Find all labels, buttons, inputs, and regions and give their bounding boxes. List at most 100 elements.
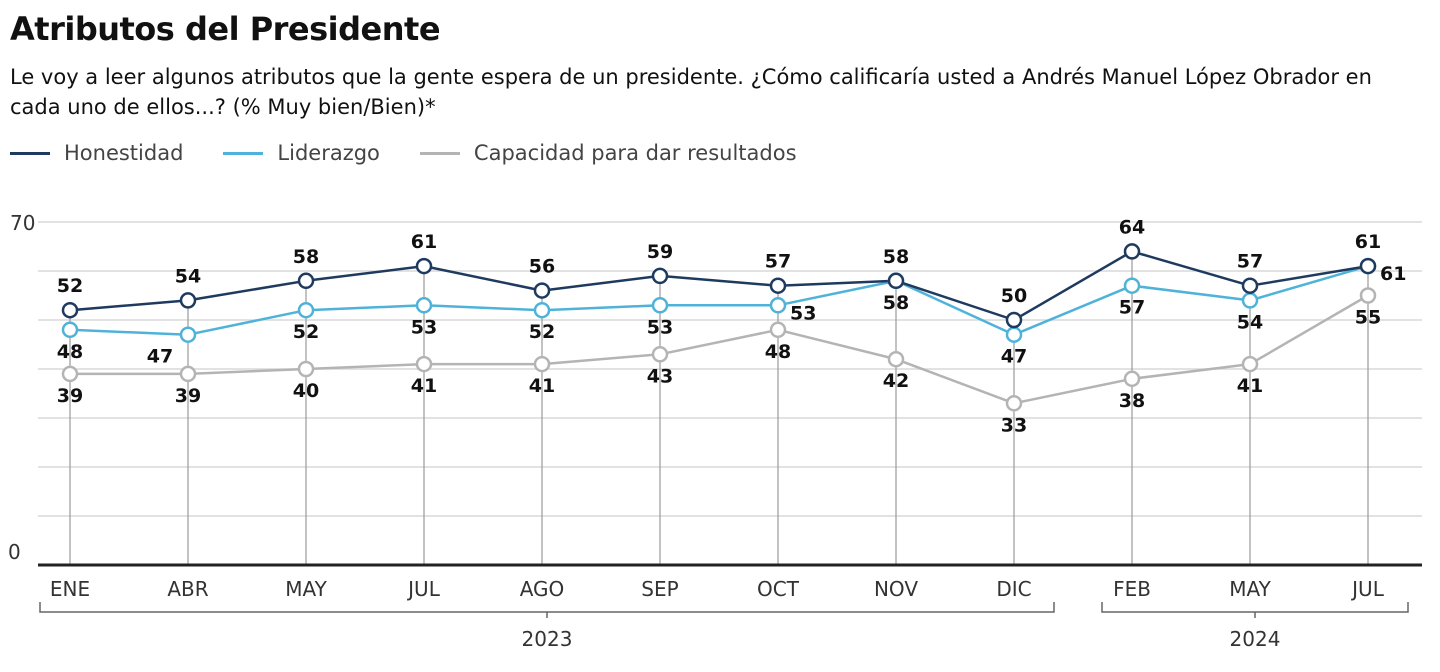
- y-tick-label: 0: [8, 540, 21, 564]
- data-point: [887, 272, 905, 290]
- x-tick-label: DIC: [996, 577, 1031, 601]
- data-point: [1123, 277, 1141, 294]
- data-point: [415, 355, 433, 373]
- legend-label-liderazgo: Liderazgo: [277, 141, 380, 165]
- series-line: [70, 294, 1369, 405]
- data-point: [1005, 326, 1023, 343]
- data-point: [769, 297, 787, 314]
- data-point: [887, 350, 905, 368]
- data-label: 57: [765, 251, 791, 273]
- x-tick-label: AGO: [520, 577, 565, 601]
- data-point: [1359, 257, 1377, 275]
- data-label: 33: [1001, 414, 1027, 436]
- data-point: [1123, 370, 1141, 388]
- series-line: [69, 250, 1369, 322]
- legend-swatch-capacidad: [419, 151, 460, 155]
- data-point: [179, 292, 197, 309]
- year-label: 2024: [1230, 627, 1281, 651]
- data-point: [297, 301, 315, 319]
- data-point: [179, 365, 197, 383]
- data-label: 52: [57, 275, 83, 297]
- y-tick-label: 70: [10, 211, 35, 235]
- data-label: 53: [790, 302, 816, 324]
- data-label: 61: [1355, 231, 1381, 253]
- data-point: [651, 346, 669, 363]
- year-bracket: [39, 602, 1055, 618]
- chart-subtitle: Le voy a leer algunos atributos que la g…: [10, 65, 1372, 119]
- data-label: 38: [1119, 390, 1145, 412]
- data-label: 53: [411, 316, 437, 338]
- data-label: 48: [765, 341, 791, 363]
- data-point: [415, 257, 433, 275]
- legend-swatch-honestidad: [10, 151, 50, 155]
- data-label: 61: [411, 231, 437, 253]
- legend-item-capacidad: Capacidad para dar resultados: [419, 141, 797, 165]
- data-point: [769, 277, 787, 294]
- x-tick-label: JUL: [1350, 577, 1385, 601]
- x-tick-label: MAY: [285, 577, 327, 601]
- data-label: 50: [1001, 285, 1027, 307]
- data-point: [61, 301, 79, 319]
- legend-item-liderazgo: Liderazgo: [223, 141, 380, 165]
- legend-swatch-liderazgo: [223, 151, 264, 155]
- data-label: 53: [647, 316, 673, 338]
- data-label: 54: [175, 265, 201, 287]
- data-label: 39: [57, 385, 83, 407]
- data-label: 56: [529, 256, 555, 278]
- data-point: [1241, 277, 1259, 294]
- year-label: 2023: [522, 627, 573, 651]
- data-label: 48: [57, 341, 83, 363]
- x-tick-label: NOV: [874, 577, 918, 601]
- data-point: [651, 267, 669, 285]
- chart-title: Atributos del Presidente: [10, 10, 441, 48]
- data-label: 52: [293, 321, 319, 343]
- x-tick-label: FEB: [1113, 577, 1151, 601]
- series-line: [69, 264, 1369, 336]
- data-label: 61: [1380, 263, 1406, 285]
- data-label: 57: [1237, 251, 1263, 273]
- data-label: 42: [883, 370, 909, 392]
- data-label: 64: [1119, 216, 1145, 238]
- data-label: 59: [647, 241, 673, 263]
- data-label: 57: [1119, 297, 1145, 319]
- legend-label-capacidad: Capacidad para dar resultados: [473, 141, 797, 165]
- x-tick-label: ENE: [50, 577, 90, 601]
- data-point: [297, 360, 315, 378]
- data-point: [1359, 287, 1377, 304]
- x-tick-label: ABR: [167, 577, 208, 601]
- data-point: [415, 297, 433, 314]
- data-point: [533, 355, 551, 373]
- data-label: 43: [647, 365, 673, 387]
- data-label: 41: [1237, 375, 1263, 397]
- data-point: [1241, 355, 1259, 373]
- legend: Honestidad Liderazgo Capacidad para dar …: [10, 138, 837, 168]
- data-label: 40: [293, 380, 319, 402]
- x-tick-label: JUL: [406, 577, 441, 601]
- data-label: 55: [1355, 307, 1381, 329]
- data-label: 47: [147, 346, 173, 368]
- data-point: [61, 365, 79, 383]
- data-label: 47: [1001, 346, 1027, 368]
- data-point: [1241, 292, 1259, 309]
- data-point: [769, 321, 787, 339]
- data-label: 54: [1237, 311, 1263, 333]
- legend-label-honestidad: Honestidad: [64, 141, 184, 165]
- data-point: [533, 282, 551, 299]
- data-point: [179, 326, 197, 343]
- x-tick-label: OCT: [757, 577, 800, 601]
- data-point: [297, 272, 315, 290]
- legend-item-honestidad: Honestidad: [10, 141, 183, 165]
- data-point: [533, 301, 551, 319]
- data-label: 58: [883, 292, 909, 314]
- data-point: [61, 321, 79, 339]
- data-label: 58: [883, 246, 909, 268]
- x-tick-label: SEP: [641, 577, 678, 601]
- data-label: 41: [529, 375, 555, 397]
- data-label: 52: [529, 321, 555, 343]
- year-bracket: [1101, 602, 1409, 618]
- data-point: [1123, 243, 1141, 260]
- x-tick-label: MAY: [1229, 577, 1271, 601]
- data-point: [1005, 395, 1023, 412]
- data-label: 41: [411, 375, 437, 397]
